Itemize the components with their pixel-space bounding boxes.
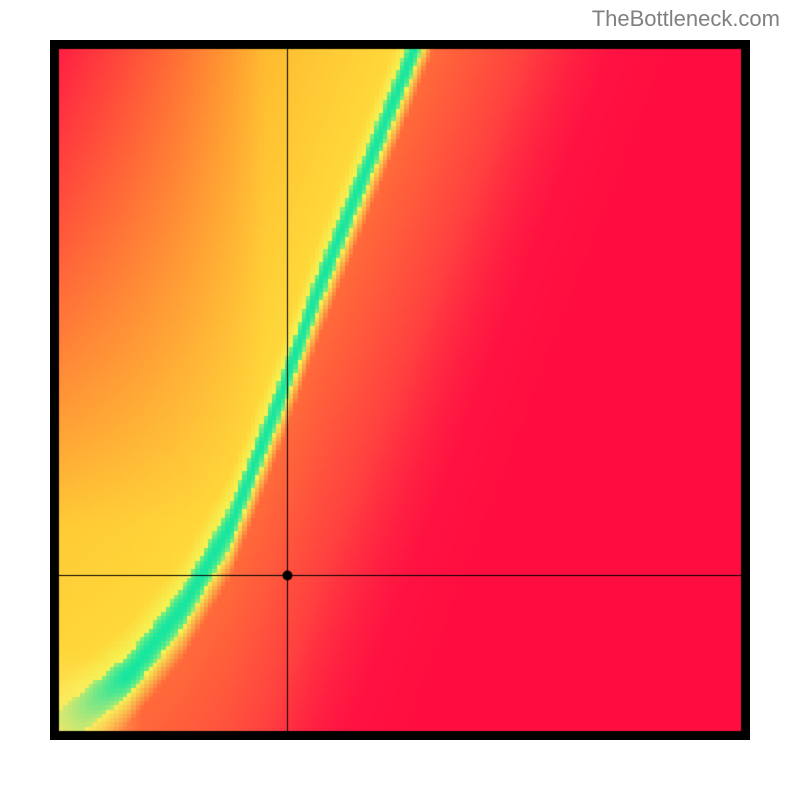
watermark-text: TheBottleneck.com (592, 6, 780, 32)
plot-area (50, 40, 750, 740)
root-container: TheBottleneck.com (0, 0, 800, 800)
heatmap-canvas (50, 40, 750, 740)
